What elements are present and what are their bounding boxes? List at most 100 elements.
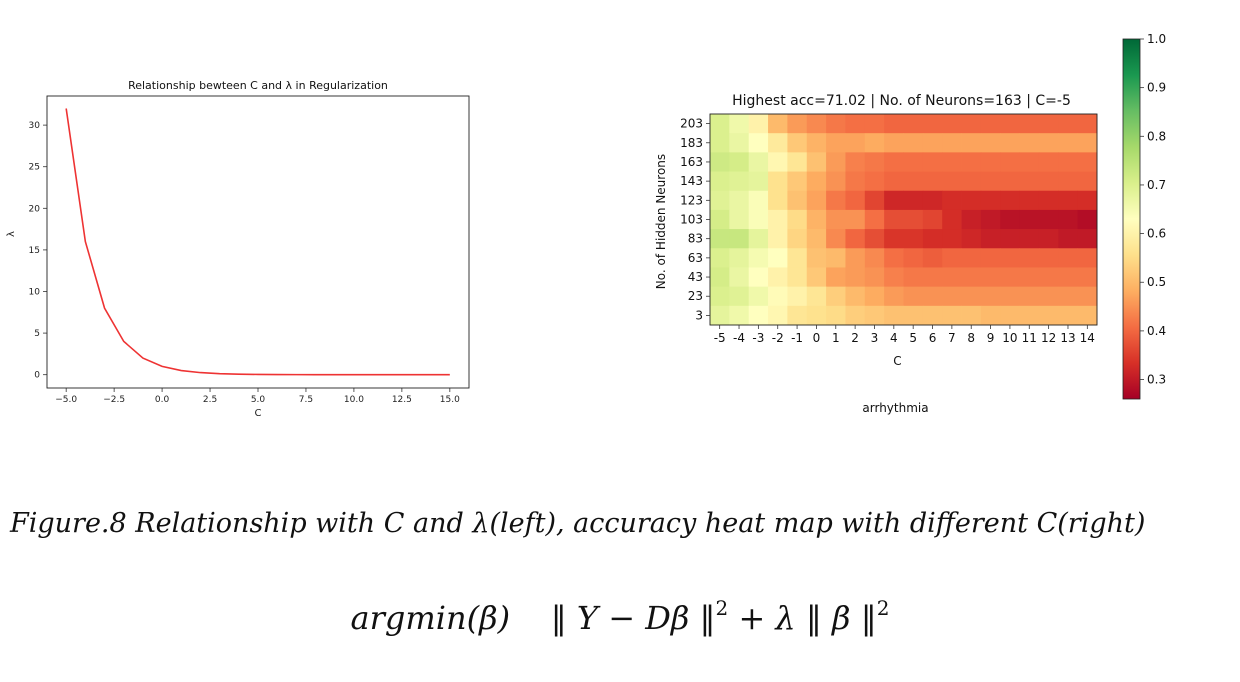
heatmap-cell [710, 229, 730, 249]
heatmap-cell [942, 286, 962, 307]
heatmap-cell [710, 114, 730, 134]
heatmap-cell [1038, 286, 1059, 307]
heatmap-cell [1019, 133, 1040, 153]
heatmap-cell [884, 209, 904, 230]
heatmap-cell [961, 114, 982, 134]
x-tick-label: -5 [714, 331, 726, 345]
heatmap-cell [922, 114, 943, 134]
heatmap-cell [1000, 229, 1020, 249]
heatmap-cell [768, 248, 788, 268]
heatmap-cell [787, 114, 808, 134]
heatmap-x-label: C [893, 354, 901, 368]
heatmap-cell [903, 190, 924, 211]
y-tick-label: 0 [34, 371, 40, 381]
heatmap-cell [710, 248, 730, 268]
x-tick-label: 4 [890, 331, 898, 345]
heatmap-cell [980, 190, 1001, 211]
heatmap-cell [864, 267, 885, 288]
heatmap-cell [1038, 248, 1059, 268]
heatmap-cell [845, 152, 866, 172]
heatmap-cell [980, 286, 1001, 307]
heatmap-cell [748, 133, 769, 153]
heatmap-cell [942, 209, 962, 230]
lambda-line-chart: Relationship bewteen C and λ in Regulari… [6, 79, 470, 419]
heatmap-cell [1038, 209, 1059, 230]
heatmap-cell [903, 171, 924, 192]
heatmap-cell [980, 133, 1001, 153]
heatmap-cell [768, 305, 788, 326]
series-line [65, 108, 450, 376]
heatmap-cell [1000, 152, 1020, 172]
heatmap-cell [1000, 114, 1020, 134]
heatmap-cell [864, 190, 885, 211]
heatmap-cell [961, 305, 982, 326]
accuracy-heatmap: Highest acc=71.02 | No. of Neurons=163 |… [654, 32, 1166, 415]
heatmap-cell [1058, 190, 1079, 211]
x-tick-label: 2.5 [203, 395, 217, 405]
heatmap-cell [980, 114, 1001, 134]
heatmap-cell [942, 152, 962, 172]
x-tick-label: 5 [909, 331, 917, 345]
heatmap-cell [748, 209, 769, 230]
x-tick-label: 14 [1080, 331, 1095, 345]
formula-exponent-2: 2 [876, 596, 890, 620]
y-tick-label: 143 [680, 174, 703, 188]
heatmap-cell [768, 133, 788, 153]
formula-body: Y − Dβ [566, 599, 700, 637]
heatmap-cell [1077, 171, 1098, 192]
y-tick-label: 5 [34, 329, 40, 339]
heatmap-cell [1038, 229, 1059, 249]
heatmap-cell [768, 229, 788, 249]
heatmap-cell [864, 114, 885, 134]
heatmap-cell [864, 305, 885, 326]
heatmap-cell [748, 248, 769, 268]
heatmap-cell [1077, 229, 1098, 249]
heatmap-cell [1000, 305, 1020, 326]
heatmap-cell [1000, 190, 1020, 211]
heatmap-cell [729, 190, 750, 211]
heatmap-cell [1000, 133, 1020, 153]
heatmap-cell [826, 248, 846, 268]
heatmap-cell [710, 209, 730, 230]
heatmap-cell [903, 286, 924, 307]
heatmap-cell [729, 286, 750, 307]
formula-norm-open-2: ‖ [805, 599, 822, 637]
heatmap-cell [768, 114, 788, 134]
heatmap-cell [922, 133, 943, 153]
heatmap-cell [1019, 209, 1040, 230]
heatmap-cell [806, 190, 827, 211]
heatmap-cell [884, 133, 904, 153]
colorbar-tick-label: 0.7 [1147, 178, 1166, 192]
formula-plus-lambda: + λ [728, 599, 806, 637]
heatmap-cell [922, 190, 943, 211]
formula-norm-close-2: ‖ [860, 599, 877, 637]
heatmap-cell [922, 305, 943, 326]
heatmap-cell [864, 152, 885, 172]
x-tick-label: -4 [733, 331, 745, 345]
x-tick-label: 11 [1022, 331, 1037, 345]
x-tick-label: -1 [791, 331, 803, 345]
heatmap-cell [787, 133, 808, 153]
y-tick-label: 23 [688, 289, 703, 303]
x-tick-label: 1 [832, 331, 840, 345]
heatmap-cell [961, 152, 982, 172]
heatmap-cell [710, 286, 730, 307]
heatmap-cell [806, 209, 827, 230]
y-tick-label: 123 [680, 193, 703, 207]
heatmap-cell [1077, 114, 1098, 134]
heatmap-cell [961, 190, 982, 211]
heatmap-cell [884, 286, 904, 307]
plot-frame [46, 95, 470, 389]
x-tick-label: −2.5 [103, 395, 125, 405]
heatmap-cell [884, 171, 904, 192]
heatmap-cell [826, 286, 846, 307]
heatmap-cell [980, 171, 1001, 192]
heatmap-cell [1058, 305, 1079, 326]
heatmap-cell [748, 114, 769, 134]
heatmap-cell [806, 152, 827, 172]
heatmap-cell [1019, 305, 1040, 326]
heatmap-cell [961, 267, 982, 288]
heatmap-cell [826, 152, 846, 172]
heatmap-cell [1058, 152, 1079, 172]
heatmap-cell [1038, 171, 1059, 192]
